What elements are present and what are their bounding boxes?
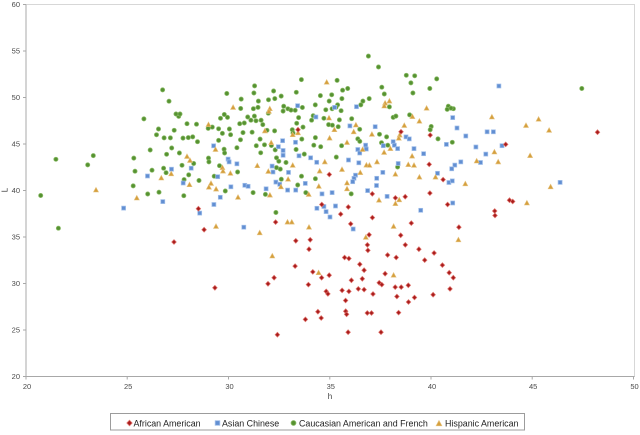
svg-text:40: 40 [428, 382, 436, 391]
svg-text:30: 30 [225, 382, 233, 391]
svg-text:35: 35 [327, 382, 335, 391]
svg-text:L: L [1, 187, 10, 192]
svg-text:50: 50 [630, 382, 638, 391]
svg-text:55: 55 [12, 47, 20, 56]
svg-text:30: 30 [12, 279, 20, 288]
svg-text:h: h [328, 392, 332, 401]
svg-text:Hispanic American: Hispanic American [445, 419, 519, 429]
svg-text:African American: African American [134, 419, 201, 429]
svg-text:60: 60 [12, 0, 20, 9]
svg-text:25: 25 [124, 382, 132, 391]
svg-text:40: 40 [12, 186, 20, 195]
svg-text:45: 45 [12, 140, 20, 149]
svg-text:Caucasian American and French: Caucasian American and French [299, 419, 428, 429]
svg-text:20: 20 [12, 372, 20, 381]
svg-text:20: 20 [23, 382, 31, 391]
svg-text:45: 45 [529, 382, 537, 391]
svg-text:35: 35 [12, 233, 20, 242]
svg-text:50: 50 [12, 93, 20, 102]
svg-text:Asian Chinese: Asian Chinese [222, 419, 279, 429]
svg-text:25: 25 [12, 326, 20, 335]
